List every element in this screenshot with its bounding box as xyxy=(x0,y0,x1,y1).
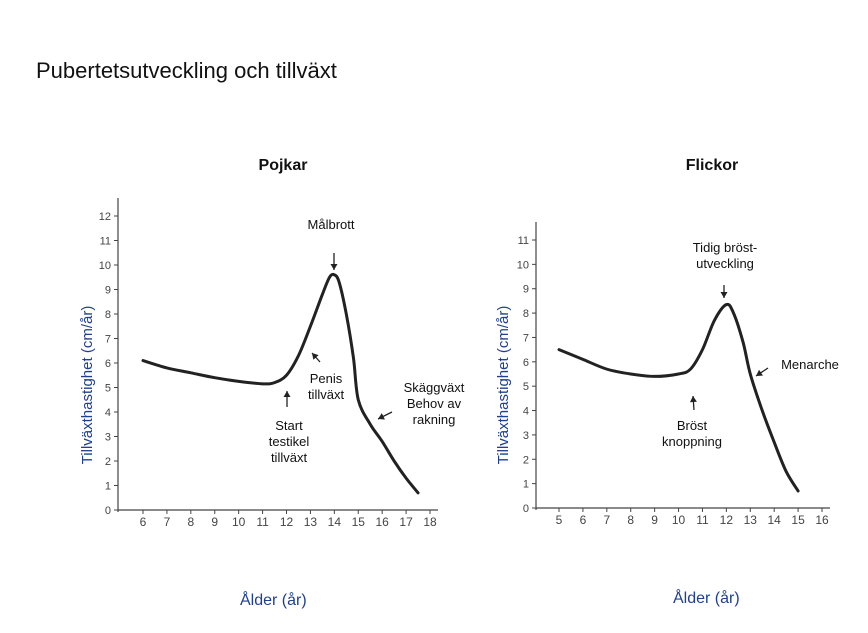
pojkar-x-tick-label: 18 xyxy=(423,515,437,529)
flickor-y-tick-label: 9 xyxy=(523,284,529,296)
flickor-x-tick-label: 8 xyxy=(627,513,634,527)
pojkar-annotation-text: Målbrott xyxy=(308,217,355,232)
flickor-x-tick-label: 7 xyxy=(603,513,610,527)
pojkar-x-tick-label: 10 xyxy=(232,515,246,529)
pojkar-y-tick-label: 5 xyxy=(105,383,111,395)
flickor-x-tick-label: 9 xyxy=(651,513,658,527)
flickor-x-tick-label: 11 xyxy=(696,513,709,527)
flickor-y-tick-label: 6 xyxy=(523,357,529,369)
pojkar-annotation-text: tillväxt xyxy=(271,450,308,465)
flickor-growth-curve xyxy=(557,302,800,493)
flickor-x-tick-label: 10 xyxy=(672,513,686,527)
pojkar-annotation-arrowhead xyxy=(378,413,385,420)
flickor-x-tick-label: 16 xyxy=(815,513,829,527)
flickor-ylabel: Tillväxthastighet (cm/år) xyxy=(495,306,512,465)
pojkar-annotation-text: tillväxt xyxy=(308,387,345,402)
pojkar-y-tick-label: 11 xyxy=(100,236,111,248)
flickor-annotation-text: Menarche xyxy=(781,357,839,372)
pojkar-annotation-text: rakning xyxy=(413,412,456,427)
flickor-x-tick-label: 14 xyxy=(768,513,782,527)
pojkar-annotation-text: testikel xyxy=(269,434,310,449)
flickor-y-tick-label: 3 xyxy=(523,430,529,442)
flickor-y-tick-label: 8 xyxy=(523,308,529,320)
pojkar-annotation-text: Skäggväxt xyxy=(404,380,465,395)
flickor-y-tick-label: 10 xyxy=(517,259,529,271)
pojkar-annotation-arrowhead xyxy=(330,264,338,270)
pojkar-x-tick-label: 7 xyxy=(164,515,171,529)
flickor-annotation-arrowhead xyxy=(689,396,697,403)
pojkar-y-tick-label: 7 xyxy=(105,334,111,346)
flickor-y-tick-label: 4 xyxy=(523,406,529,418)
pojkar-ylabel: Tillväxthastighet (cm/år) xyxy=(79,306,96,465)
flickor-annotation-arrowhead xyxy=(756,369,763,376)
pojkar-y-tick-label: 4 xyxy=(105,407,111,419)
flickor-annotation-text: Bröst xyxy=(677,418,708,433)
pojkar-growth-curve xyxy=(141,272,420,495)
pojkar-x-tick-label: 13 xyxy=(304,515,318,529)
pojkar-annotation-text: Behov av xyxy=(407,396,462,411)
flickor-annotation-text: knoppning xyxy=(662,434,722,449)
pojkar-x-tick-label: 11 xyxy=(256,515,269,529)
pojkar-annotation-arrowhead xyxy=(283,391,291,397)
flickor-y-tick-label: 5 xyxy=(523,381,529,393)
flickor-y-tick-label: 2 xyxy=(523,454,529,466)
pojkar-chart-title: Pojkar xyxy=(259,157,308,174)
pojkar-y-tick-label: 3 xyxy=(105,432,111,444)
pojkar-x-tick-label: 8 xyxy=(187,515,194,529)
pojkar-y-tick-label: 2 xyxy=(105,456,111,468)
pojkar-x-tick-label: 12 xyxy=(280,515,294,529)
flickor-y-tick-label: 7 xyxy=(523,332,529,344)
pojkar-x-tick-label: 14 xyxy=(328,515,342,529)
flickor-y-tick-label: 11 xyxy=(518,235,529,247)
pojkar-y-tick-label: 10 xyxy=(99,260,111,272)
chart-pojkar-xlabel: Ålder (år) xyxy=(240,592,307,609)
pojkar-y-tick-label: 9 xyxy=(105,285,111,297)
flickor-x-tick-label: 5 xyxy=(556,513,563,527)
pojkar-y-tick-label: 1 xyxy=(105,481,111,493)
flickor-x-tick-label: 13 xyxy=(744,513,758,527)
flickor-x-tick-label: 15 xyxy=(791,513,805,527)
pojkar-y-tick-label: 8 xyxy=(105,309,111,321)
pojkar-annotation-arrowhead xyxy=(312,353,319,360)
pojkar-y-tick-label: 12 xyxy=(99,211,111,223)
flickor-chart-title: Flickor xyxy=(686,157,738,174)
pojkar-annotation-text: Start xyxy=(275,418,303,433)
pojkar-annotation-text: Penis xyxy=(310,371,343,386)
pojkar-x-tick-label: 9 xyxy=(211,515,218,529)
flickor-annotation-arrowhead xyxy=(720,292,728,298)
pojkar-y-tick-label: 6 xyxy=(105,358,111,370)
flickor-annotation-text: utveckling xyxy=(696,256,754,271)
flickor-y-tick-label: 1 xyxy=(523,479,529,491)
flickor-y-tick-label: 0 xyxy=(523,503,529,515)
pojkar-x-tick-label: 16 xyxy=(375,515,389,529)
flickor-x-tick-label: 12 xyxy=(720,513,734,527)
pojkar-x-tick-label: 6 xyxy=(140,515,147,529)
pojkar-x-tick-label: 15 xyxy=(352,515,366,529)
flickor-annotation-text: Tidig bröst- xyxy=(693,240,758,255)
flickor-x-tick-label: 6 xyxy=(580,513,587,527)
chart-flickor-xlabel: Ålder (år) xyxy=(673,590,740,607)
slide-title: Pubertetsutveckling och tillväxt xyxy=(36,58,337,83)
pojkar-y-tick-label: 0 xyxy=(105,505,111,517)
pojkar-x-tick-label: 17 xyxy=(399,515,413,529)
